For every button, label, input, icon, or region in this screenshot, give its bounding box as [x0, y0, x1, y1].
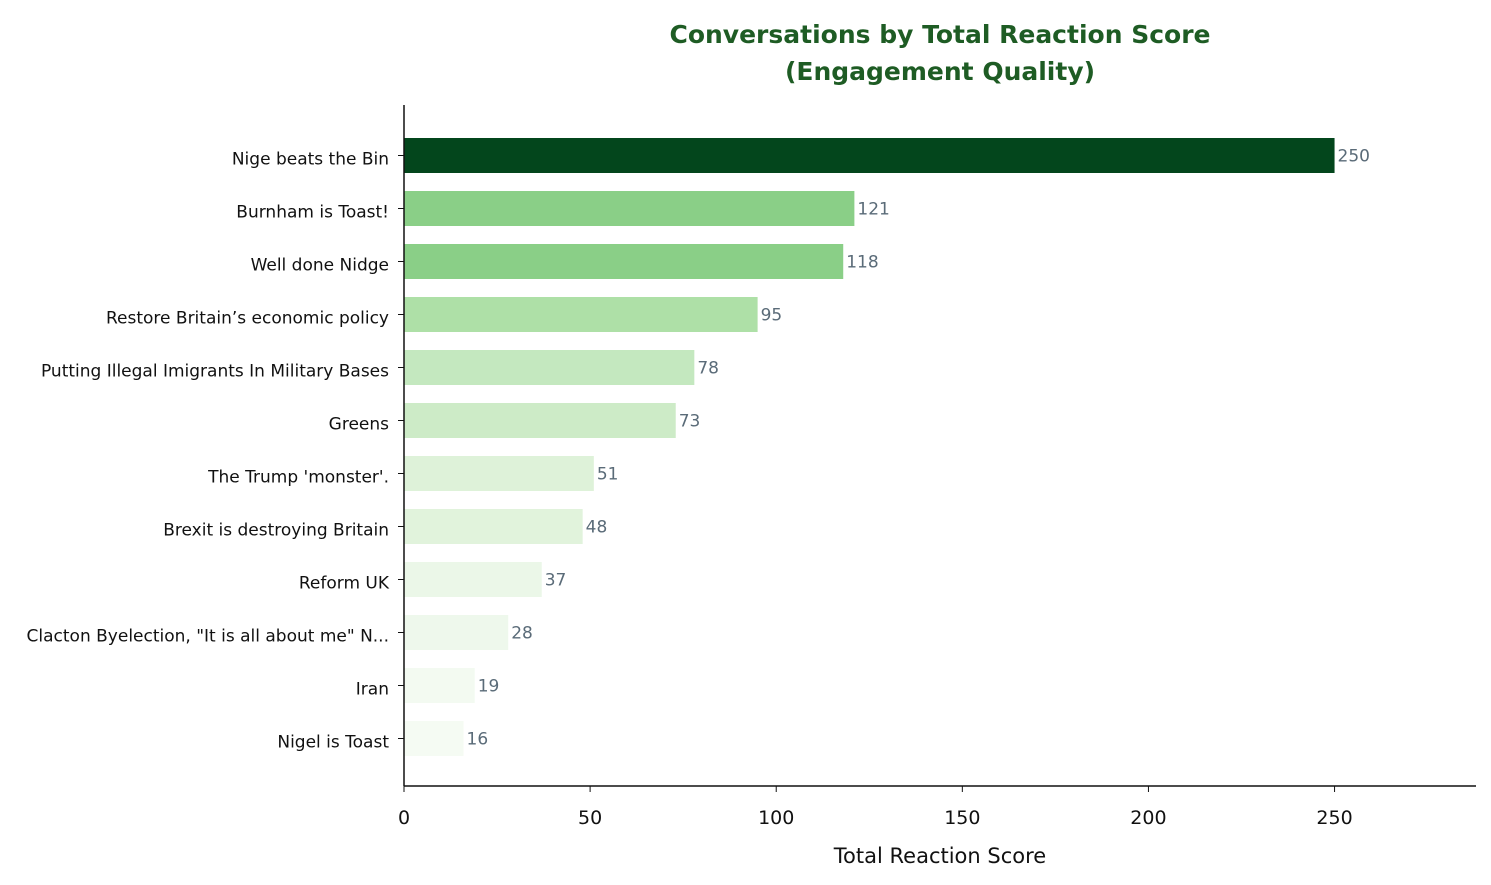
bar-value-label: 51: [597, 465, 619, 485]
x-tick-label: 200: [1130, 807, 1166, 829]
bar: [404, 350, 695, 385]
axes-group: [403, 105, 1476, 787]
value-labels-group: 250 121 118 95 78 73 51 48 37 28 19 16: [467, 147, 1370, 750]
bar-value-label: 37: [545, 571, 567, 591]
x-ticks-group: 0 50 100 150 200 250: [398, 786, 1353, 829]
chart-title-line: Conversations by Total Reaction Score: [669, 20, 1210, 49]
bar-value-label: 48: [586, 518, 608, 538]
category-labels-group: Nige beats the Bin Burnham is Toast! Well …: [27, 150, 404, 753]
bar-value-label: 16: [467, 730, 489, 750]
category-label: Nigel is Toast: [277, 733, 389, 753]
bar-value-label: 95: [761, 306, 783, 326]
bar: [404, 244, 844, 279]
bar: [404, 562, 542, 597]
bar: [404, 138, 1335, 173]
bar-value-label: 73: [679, 412, 701, 432]
category-label: Greens: [329, 415, 389, 435]
bar: [404, 456, 594, 491]
x-tick-label: 100: [758, 807, 794, 829]
category-label: Putting Illegal Imigrants In Military Ba…: [41, 362, 389, 382]
bar: [404, 721, 464, 756]
x-tick-label: 0: [398, 807, 410, 829]
category-label: Restore Britain’s economic policy: [106, 309, 389, 329]
category-label: Well done Nidge: [251, 256, 389, 276]
bar: [404, 403, 676, 438]
x-tick-label: 50: [578, 807, 602, 829]
x-tick-label: 250: [1316, 807, 1352, 829]
bar: [404, 615, 509, 650]
bar-value-label: 118: [846, 253, 878, 273]
chart-title-line: (Engagement Quality): [785, 57, 1095, 86]
category-label: Iran: [356, 680, 389, 700]
bar-value-label: 28: [511, 624, 533, 644]
bar-value-label: 121: [857, 200, 889, 220]
category-label: Brexit is destroying Britain: [163, 521, 389, 541]
bar-value-label: 78: [697, 359, 719, 379]
category-label: Burnham is Toast!: [236, 203, 389, 223]
bar: [404, 297, 758, 332]
category-label: The Trump 'monster'.: [207, 468, 389, 488]
category-label: Reform UK: [299, 574, 390, 594]
chart-title: Conversations by Total Reaction Score (En…: [669, 20, 1210, 86]
x-tick-label: 150: [944, 807, 980, 829]
bar: [404, 509, 583, 544]
x-axis-title: Total Reaction Score: [833, 844, 1046, 868]
category-label: Nige beats the Bin: [232, 150, 389, 170]
bar-value-label: 250: [1338, 147, 1370, 167]
bar-value-label: 19: [478, 677, 500, 697]
bar: [404, 668, 475, 703]
category-label: Clacton Byelection, "It is all about me"…: [27, 627, 389, 647]
bar: [404, 191, 855, 226]
bars-group: [404, 138, 1335, 756]
